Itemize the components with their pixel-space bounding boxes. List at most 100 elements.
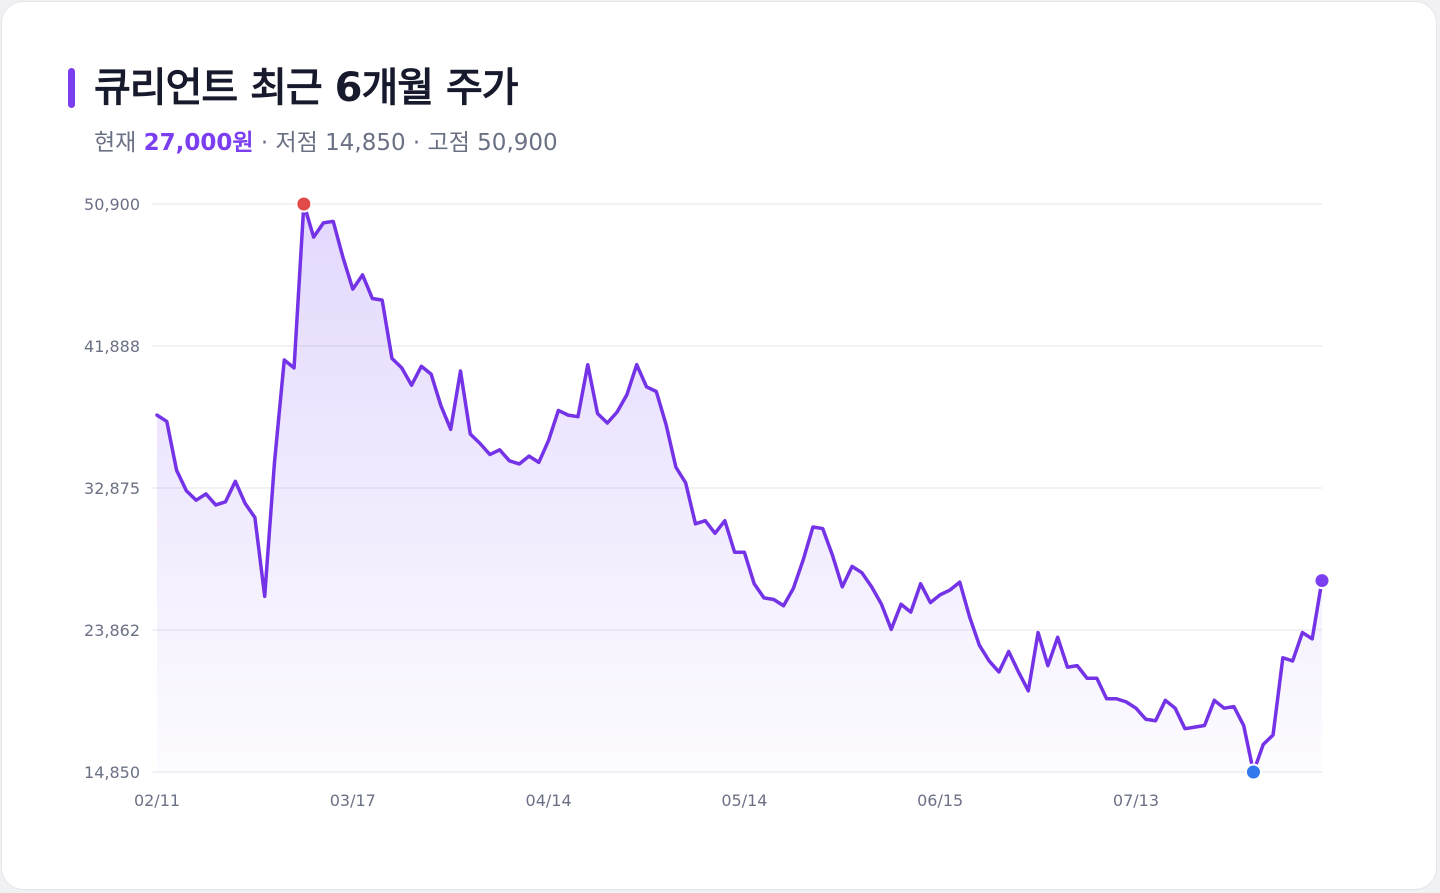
price-point <box>401 367 402 368</box>
price-point <box>587 364 588 365</box>
price-point <box>1224 708 1225 709</box>
price-point <box>930 602 931 603</box>
price-point <box>861 572 862 573</box>
price-point <box>431 374 432 375</box>
price-point <box>617 411 618 412</box>
price-point <box>568 415 569 416</box>
price-point <box>1135 708 1136 709</box>
price-point <box>1282 657 1283 658</box>
price-point <box>519 463 520 464</box>
price-point <box>646 386 647 387</box>
price-point <box>235 481 236 482</box>
price-point <box>166 421 167 422</box>
price-point <box>695 523 696 524</box>
price-point <box>323 222 324 223</box>
price-point <box>509 460 510 461</box>
price-point <box>1018 671 1019 672</box>
price-point <box>822 528 823 529</box>
price-point <box>744 552 745 553</box>
x-tick-label: 06/15 <box>917 791 963 810</box>
price-point <box>1312 638 1313 639</box>
price-point <box>1233 706 1234 707</box>
price-point <box>499 449 500 450</box>
title-accent-bar <box>68 68 75 108</box>
price-point <box>597 413 598 414</box>
price-point <box>440 405 441 406</box>
y-tick-label: 41,888 <box>84 337 140 356</box>
y-axis-ticks: 50,900 41,888 32,875 23,862 14,850 <box>84 195 140 782</box>
price-point <box>362 274 363 275</box>
price-point <box>186 490 187 491</box>
price-point <box>910 611 911 612</box>
price-point <box>1184 728 1185 729</box>
price-point <box>891 629 892 630</box>
price-point <box>754 583 755 584</box>
price-point <box>1243 725 1244 726</box>
price-point <box>1272 734 1273 735</box>
current-price-value: 27,000원 <box>143 130 254 156</box>
price-point <box>1292 660 1293 661</box>
price-point <box>714 533 715 534</box>
price-point <box>479 443 480 444</box>
price-point <box>871 586 872 587</box>
price-point <box>460 370 461 371</box>
price-area-fill <box>157 204 1322 772</box>
price-point <box>274 462 275 463</box>
y-tick-label: 50,900 <box>84 195 140 214</box>
high-price-text: · 고점 50,900 <box>412 130 558 156</box>
price-point <box>998 671 999 672</box>
price-point <box>421 366 422 367</box>
price-point <box>1116 698 1117 699</box>
price-point <box>940 594 941 595</box>
price-point <box>548 440 549 441</box>
price-point <box>920 583 921 584</box>
price-point <box>293 367 294 368</box>
price-point <box>832 555 833 556</box>
price-point <box>1067 667 1068 668</box>
price-point <box>264 596 265 597</box>
price-line <box>155 202 1324 774</box>
price-point <box>1126 701 1127 702</box>
price-point <box>1037 632 1038 633</box>
y-tick-label: 14,850 <box>84 763 140 782</box>
price-point <box>763 597 764 598</box>
price-point <box>352 288 353 289</box>
price-point <box>215 504 216 505</box>
price-point <box>411 385 412 386</box>
price-point <box>900 604 901 605</box>
current-label: 현재 <box>94 130 137 156</box>
price-point <box>1165 700 1166 701</box>
price-point <box>626 394 627 395</box>
price-point <box>636 364 637 365</box>
price-point <box>773 599 774 600</box>
price-markers <box>295 195 1331 781</box>
price-point <box>607 422 608 423</box>
low-price-marker <box>1244 763 1262 781</box>
price-point <box>1155 720 1156 721</box>
price-point <box>577 416 578 417</box>
price-point <box>313 236 314 237</box>
x-tick-label: 07/13 <box>1113 791 1159 810</box>
price-point <box>342 257 343 258</box>
price-point <box>969 616 970 617</box>
price-point <box>1302 632 1303 633</box>
price-point <box>284 359 285 360</box>
price-point <box>538 462 539 463</box>
price-point <box>656 391 657 392</box>
price-point <box>333 221 334 222</box>
price-point <box>989 660 990 661</box>
price-point <box>528 455 529 456</box>
price-point <box>783 605 784 606</box>
price-point <box>470 433 471 434</box>
low-price-text: · 저점 14,850 <box>260 130 406 156</box>
price-point <box>734 552 735 553</box>
price-point <box>959 582 960 583</box>
price-point <box>225 501 226 502</box>
price-point <box>1263 744 1264 745</box>
price-point <box>949 589 950 590</box>
price-point <box>1077 665 1078 666</box>
price-point <box>450 429 451 430</box>
price-point <box>1096 678 1097 679</box>
price-point <box>803 559 804 560</box>
